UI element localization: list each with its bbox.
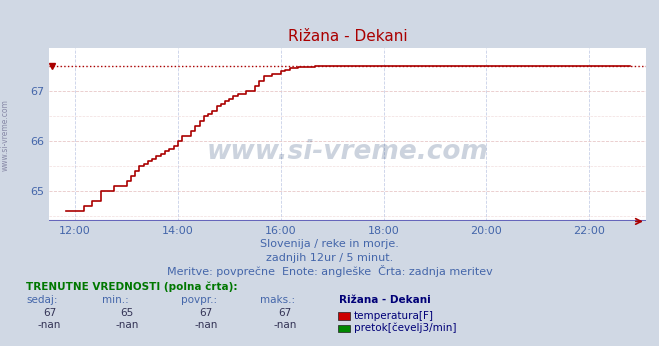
Text: -nan: -nan <box>38 320 61 330</box>
Text: www.si-vreme.com: www.si-vreme.com <box>207 139 488 165</box>
Text: -nan: -nan <box>273 320 297 330</box>
Text: -nan: -nan <box>194 320 218 330</box>
Text: 67: 67 <box>279 308 292 318</box>
Text: temperatura[F]: temperatura[F] <box>354 311 434 320</box>
Text: maks.:: maks.: <box>260 295 295 306</box>
Text: TRENUTNE VREDNOSTI (polna črta):: TRENUTNE VREDNOSTI (polna črta): <box>26 281 238 292</box>
Text: 67: 67 <box>200 308 213 318</box>
Title: Rižana - Dekani: Rižana - Dekani <box>288 29 407 45</box>
Text: 67: 67 <box>43 308 56 318</box>
Text: sedaj:: sedaj: <box>26 295 58 306</box>
Text: povpr.:: povpr.: <box>181 295 217 306</box>
Text: www.si-vreme.com: www.si-vreme.com <box>1 99 10 171</box>
Text: Meritve: povprečne  Enote: angleške  Črta: zadnja meritev: Meritve: povprečne Enote: angleške Črta:… <box>167 265 492 277</box>
Text: Slovenija / reke in morje.: Slovenija / reke in morje. <box>260 239 399 249</box>
Text: pretok[čevelj3/min]: pretok[čevelj3/min] <box>354 323 457 333</box>
Text: Rižana - Dekani: Rižana - Dekani <box>339 295 431 306</box>
Text: 65: 65 <box>121 308 134 318</box>
Text: min.:: min.: <box>102 295 129 306</box>
Text: zadnjih 12ur / 5 minut.: zadnjih 12ur / 5 minut. <box>266 253 393 263</box>
Text: -nan: -nan <box>115 320 139 330</box>
